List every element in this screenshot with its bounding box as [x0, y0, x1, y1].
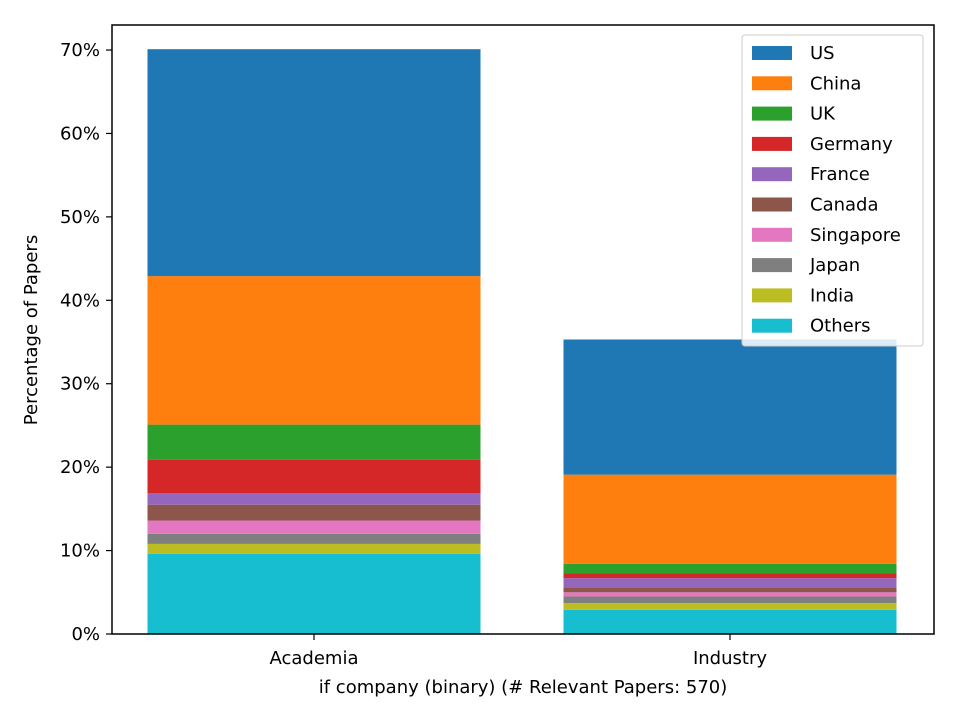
bar-academia-canada — [147, 504, 481, 521]
bars-group — [147, 49, 897, 634]
bar-academia-france — [147, 493, 481, 505]
bar-academia-singapore — [147, 520, 481, 534]
legend-label-france: France — [810, 164, 870, 185]
bar-industry-france — [563, 578, 897, 588]
legend-swatch-china — [752, 76, 792, 91]
legend-swatch-japan — [752, 258, 792, 273]
bar-academia-us — [147, 49, 481, 277]
bar-academia-uk — [147, 424, 481, 460]
legend-label-us: US — [810, 43, 835, 64]
legend: US China UK Germany France Canada Singapore Jap… — [741, 34, 924, 347]
legend-swatch-india — [752, 288, 792, 303]
bar-industry-us — [563, 339, 897, 475]
legend-label-others: Others — [810, 316, 871, 337]
bar-industry-germany — [563, 573, 897, 579]
y-tick-label: 10% — [60, 541, 100, 562]
bar-industry-japan — [563, 596, 897, 604]
x-axis-label: if company (binary) (# Relevant Papers: … — [319, 677, 728, 698]
legend-swatch-france — [752, 167, 792, 182]
plot-frame — [111, 24, 935, 635]
bar-industry-uk — [563, 563, 897, 574]
bar-industry-china — [563, 474, 897, 564]
y-axis-label: Percentage of Papers — [21, 235, 42, 425]
legend-label-china: China — [810, 73, 861, 94]
legend-swatch-germany — [752, 136, 792, 151]
legend-swatch-canada — [752, 197, 792, 212]
y-tick-label: 40% — [60, 290, 100, 311]
legend-label-uk: UK — [810, 104, 836, 125]
legend-label-japan: Japan — [809, 255, 860, 276]
legend-label-india: India — [810, 285, 854, 306]
legend-label-canada: Canada — [810, 195, 879, 216]
bar-academia-china — [147, 276, 481, 425]
y-tick-label: 60% — [60, 123, 100, 144]
x-tick-label: Academia — [270, 648, 359, 669]
y-tick-label: 30% — [60, 374, 100, 395]
bar-academia-india — [147, 543, 481, 554]
x-axis: Academia Industry — [270, 634, 767, 669]
y-tick-label: 70% — [60, 40, 100, 61]
legend-swatch-us — [752, 46, 792, 60]
bar-academia-japan — [147, 533, 481, 544]
legend-label-singapore: Singapore — [810, 225, 901, 246]
legend-swatch-others — [752, 318, 792, 333]
bar-academia-others — [147, 553, 481, 634]
y-tick-label: 0% — [71, 624, 100, 645]
y-tick-label: 20% — [60, 457, 100, 478]
y-tick-label: 50% — [60, 207, 100, 228]
bar-industry-others — [563, 609, 897, 634]
bar-industry-canada — [563, 587, 897, 593]
legend-swatch-uk — [752, 106, 792, 121]
bar-industry-india — [563, 603, 897, 610]
legend-label-germany: Germany — [810, 134, 893, 155]
x-tick-label: Industry — [693, 648, 767, 669]
bar-academia-germany — [147, 459, 481, 494]
y-axis: 0% 10% 20% 30% 40% 50% 60% 70% — [60, 40, 112, 645]
legend-swatch-singapore — [752, 227, 792, 242]
bar-industry-singapore — [563, 592, 897, 597]
